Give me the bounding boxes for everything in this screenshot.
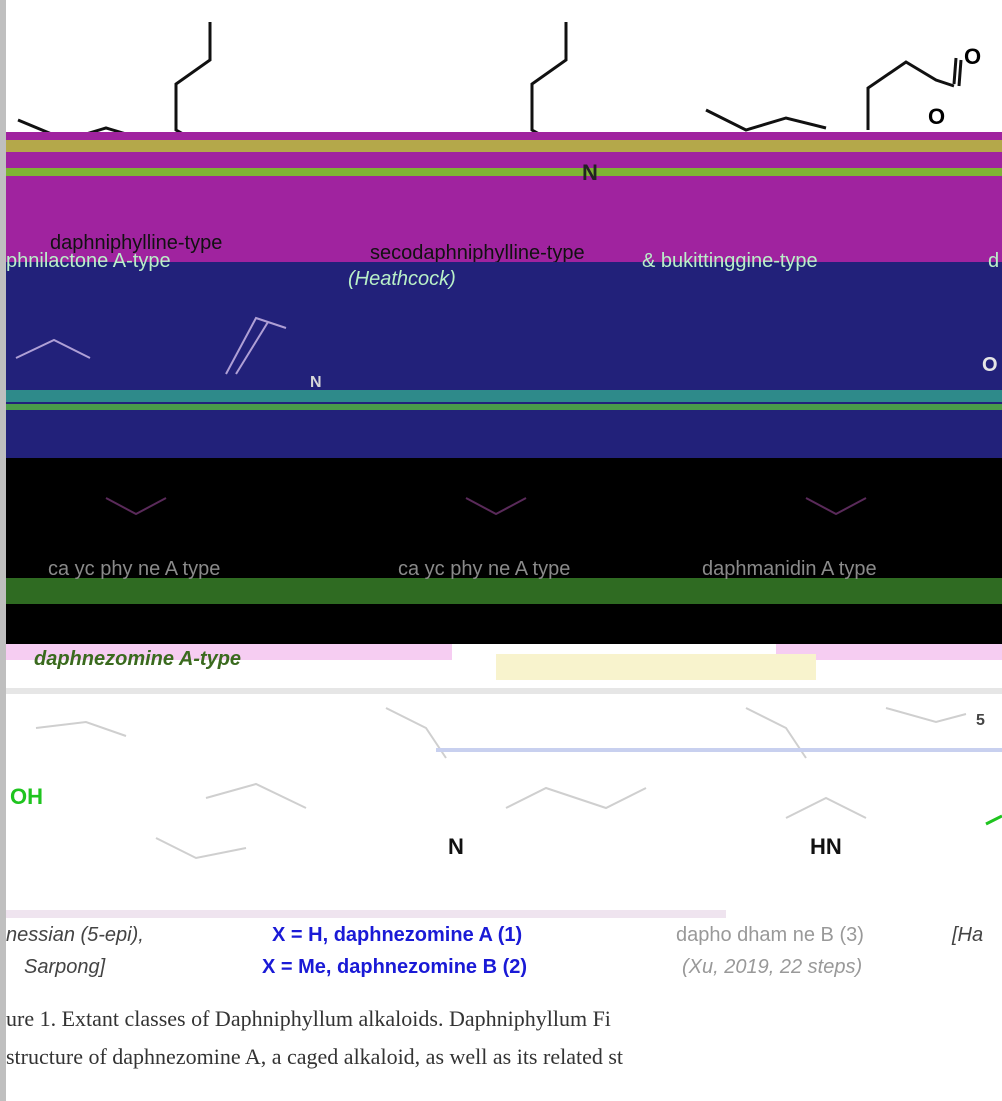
secondary-amine-atom: HN — [810, 834, 842, 859]
label-daphnezomine-type: daphnezomine A-type — [34, 648, 242, 670]
lactone-oxygen-atom: O — [928, 104, 946, 129]
hydroxyl-group: OH — [10, 784, 43, 809]
scheme-figure: O O N daphniphylline-type secodaphniphyl… — [6, 0, 1002, 1101]
olive-stripe — [6, 140, 1002, 152]
amine-nitrogen-atom: N — [448, 834, 464, 859]
label-daphnilactone-a: phnilactone A-type — [6, 250, 171, 272]
bottom-panel: OH N HN 5 nessian (5-epi), Sarpong] X = … — [6, 688, 1002, 990]
label-daphniphylline: daphniphylline-type — [50, 232, 223, 254]
label-daphnezomine-a: X = H, daphnezomine A (1) — [272, 924, 523, 946]
magenta-band — [6, 132, 1002, 264]
label-calyciphylline-a2: ca yc phy ne A type — [398, 558, 571, 580]
bottom-structures — [6, 688, 1002, 918]
nitrogen-atom: N — [582, 160, 598, 185]
row2-structures — [6, 316, 1002, 410]
label-heathcock: (Heathcock) — [348, 268, 456, 290]
label-daphnezomine-b: X = Me, daphnezomine B (2) — [262, 956, 528, 978]
row2-oxygen-atom: O — [982, 354, 998, 376]
label-d: d — [988, 250, 1000, 272]
row1-band: O O N daphniphylline-type secodaphniphyl… — [6, 0, 1002, 300]
label-calyciphylline-a1: ca yc phy ne A type — [48, 558, 221, 580]
navy-band — [6, 262, 1002, 298]
green-stripe — [6, 168, 1002, 176]
row2-band: O N — [6, 298, 1002, 458]
label-hanessian: nessian (5-epi), — [6, 924, 144, 946]
label-xu: (Xu, 2019, 22 steps) — [682, 956, 863, 978]
carbonyl-oxygen-atom: O — [964, 44, 982, 69]
pink-block-left — [6, 644, 452, 660]
row3-structures — [6, 497, 1002, 604]
label-bukittinggine: & bukittinggine-type — [642, 250, 818, 272]
label-secodaphniphylline: secodaphniphylline-type — [370, 242, 585, 264]
row2-nitrogen-atom: N — [310, 374, 322, 391]
row3-band: ca yc phy ne A type ca yc phy ne A type … — [6, 458, 1002, 644]
caption-line-2: structure of daphnezomine A, a caged alk… — [6, 1044, 624, 1069]
position-5-label: 5 — [976, 712, 985, 729]
caption-line-1: ure 1. Extant classes of Daphniphyllum a… — [6, 1006, 611, 1031]
row4-strip: daphnezomine A-type — [6, 644, 1002, 688]
label-ha: [Ha — [952, 924, 984, 946]
label-sarpong: Sarpong] — [24, 956, 106, 978]
cream-block — [496, 654, 816, 680]
label-daphmanidin: daphmanidin A type — [702, 558, 877, 580]
pink-block-right — [776, 644, 1002, 660]
label-daphnilongeranin: dapho dham ne B (3) — [676, 924, 864, 946]
